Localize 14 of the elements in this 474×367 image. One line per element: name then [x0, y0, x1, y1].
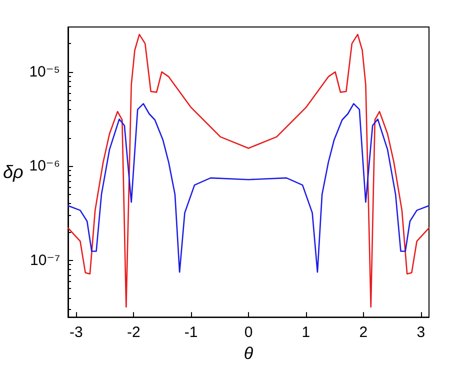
x-tick-label: 1: [302, 324, 310, 342]
x-tick-label: -3: [69, 324, 83, 342]
x-tick-label: -2: [126, 324, 140, 342]
line-series: [67, 34, 430, 308]
y-tick-label: 10⁻⁷: [30, 252, 60, 269]
x-tick-label: 3: [416, 324, 426, 342]
x-axis-title: θ: [244, 344, 254, 363]
x-tick-label: 0: [244, 324, 253, 342]
x-tick-label: -1: [184, 324, 198, 342]
x-tick-label: 2: [359, 324, 368, 342]
line-series: [67, 103, 430, 273]
y-tick-label: 10⁻⁵: [29, 63, 60, 80]
y-tick-label: 10⁻⁶: [29, 158, 60, 175]
y-axis-title: δρ: [3, 162, 24, 182]
